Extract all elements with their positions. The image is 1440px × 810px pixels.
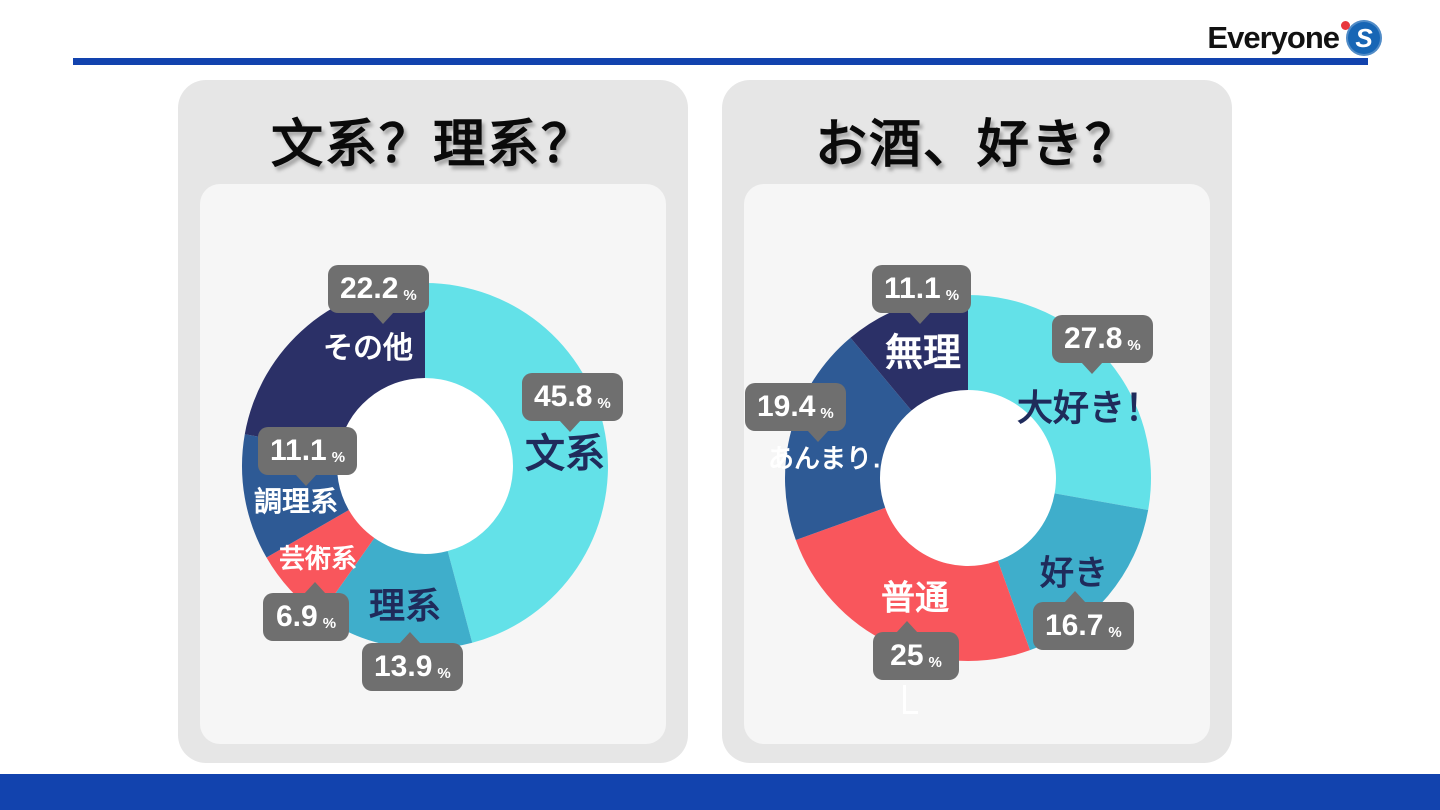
card-osake: お酒、好き？ 大好き！ 好き 普通 あんまり… 無理 11.1 % 27.8 %… (722, 80, 1232, 763)
callout-value: 22.2 (340, 272, 399, 305)
callout-muri-percent: 11.1 % (872, 265, 972, 313)
callout-unit: % (322, 614, 337, 632)
callout-value: 45.8 (534, 380, 593, 413)
segment-label-chourikei: 調理系 (253, 486, 339, 517)
segment-label-sonota: その他 (323, 332, 413, 365)
callout-value: 27.8 (1064, 322, 1123, 355)
segment-label-futsuu: 普通 (881, 579, 949, 618)
callout-unit: % (945, 286, 960, 304)
callout-suki-percent: 16.7 % (1033, 602, 1134, 650)
logo-wordmark: Everyone (1207, 20, 1340, 55)
segment-label-suki: 好き (1040, 554, 1108, 593)
donut-segment-大好き！ (968, 295, 1151, 511)
callout-unit: % (928, 653, 942, 671)
segment-label-anmari: あんまり… (767, 443, 899, 474)
donut-segment-その他 (244, 283, 425, 451)
callout-unit: % (331, 448, 346, 466)
callout-value: 19.4 (757, 390, 816, 423)
callout-unit: % (403, 286, 417, 304)
card-title-osake: お酒、好き？ (814, 116, 1139, 174)
callout-daisuki-percent: 27.8 % (1052, 315, 1153, 363)
callout-futsuu-percent: 25 % (873, 632, 959, 680)
callout-geijutsukei-percent: 6.9 % (263, 593, 349, 641)
callout-sonota-percent: 22.2 % (328, 265, 429, 313)
leader-line-artifact (903, 685, 918, 714)
logo-s-globe-icon: S (1346, 20, 1382, 56)
segment-label-daisuki: 大好き！ (1016, 387, 1162, 428)
bottom-accent-bar (0, 774, 1440, 810)
card-bunkei-rikei: 文系？理系？ 文系 理系 芸術系 調理系 その他 22.2 % 45.8 % 1… (178, 80, 688, 763)
donut-segment-普通 (795, 507, 1030, 661)
callout-rikei-percent: 13.9 % (362, 643, 463, 691)
card-title-bunkei-rikei: 文系？理系？ (270, 116, 595, 174)
logo-apostrophe-dot-icon (1341, 21, 1350, 30)
segment-label-bunkei: 文系 (525, 432, 605, 476)
segment-label-muri: 無理 (884, 332, 962, 375)
callout-anmari-percent: 19.4 % (745, 383, 846, 431)
callout-value: 11.1 (270, 434, 327, 467)
donut-segment-芸術系 (266, 510, 375, 616)
callout-chourikei-percent: 11.1 % (258, 427, 358, 475)
donut-segment-無理 (850, 295, 968, 411)
callout-unit: % (1108, 623, 1122, 641)
callout-value: 6.9 (275, 600, 318, 633)
callout-value: 11.1 (884, 272, 941, 305)
segment-label-rikei: 理系 (368, 585, 442, 626)
callout-unit: % (437, 664, 451, 682)
callout-unit: % (597, 394, 611, 412)
segment-label-geijutsukei: 芸術系 (278, 543, 358, 574)
donut-hole (880, 390, 1056, 566)
callout-value: 13.9 (374, 650, 433, 683)
donut-segment-理系 (319, 537, 473, 649)
callout-bunkei-percent: 45.8 % (522, 373, 623, 421)
callout-value: 16.7 (1045, 609, 1104, 642)
donut-hole (337, 378, 513, 554)
callout-unit: % (1127, 336, 1141, 354)
callout-unit: % (820, 404, 834, 422)
top-divider-rule (73, 58, 1368, 65)
callout-value: 25 (890, 639, 924, 672)
everyones-logo: Everyone S (1207, 20, 1382, 56)
